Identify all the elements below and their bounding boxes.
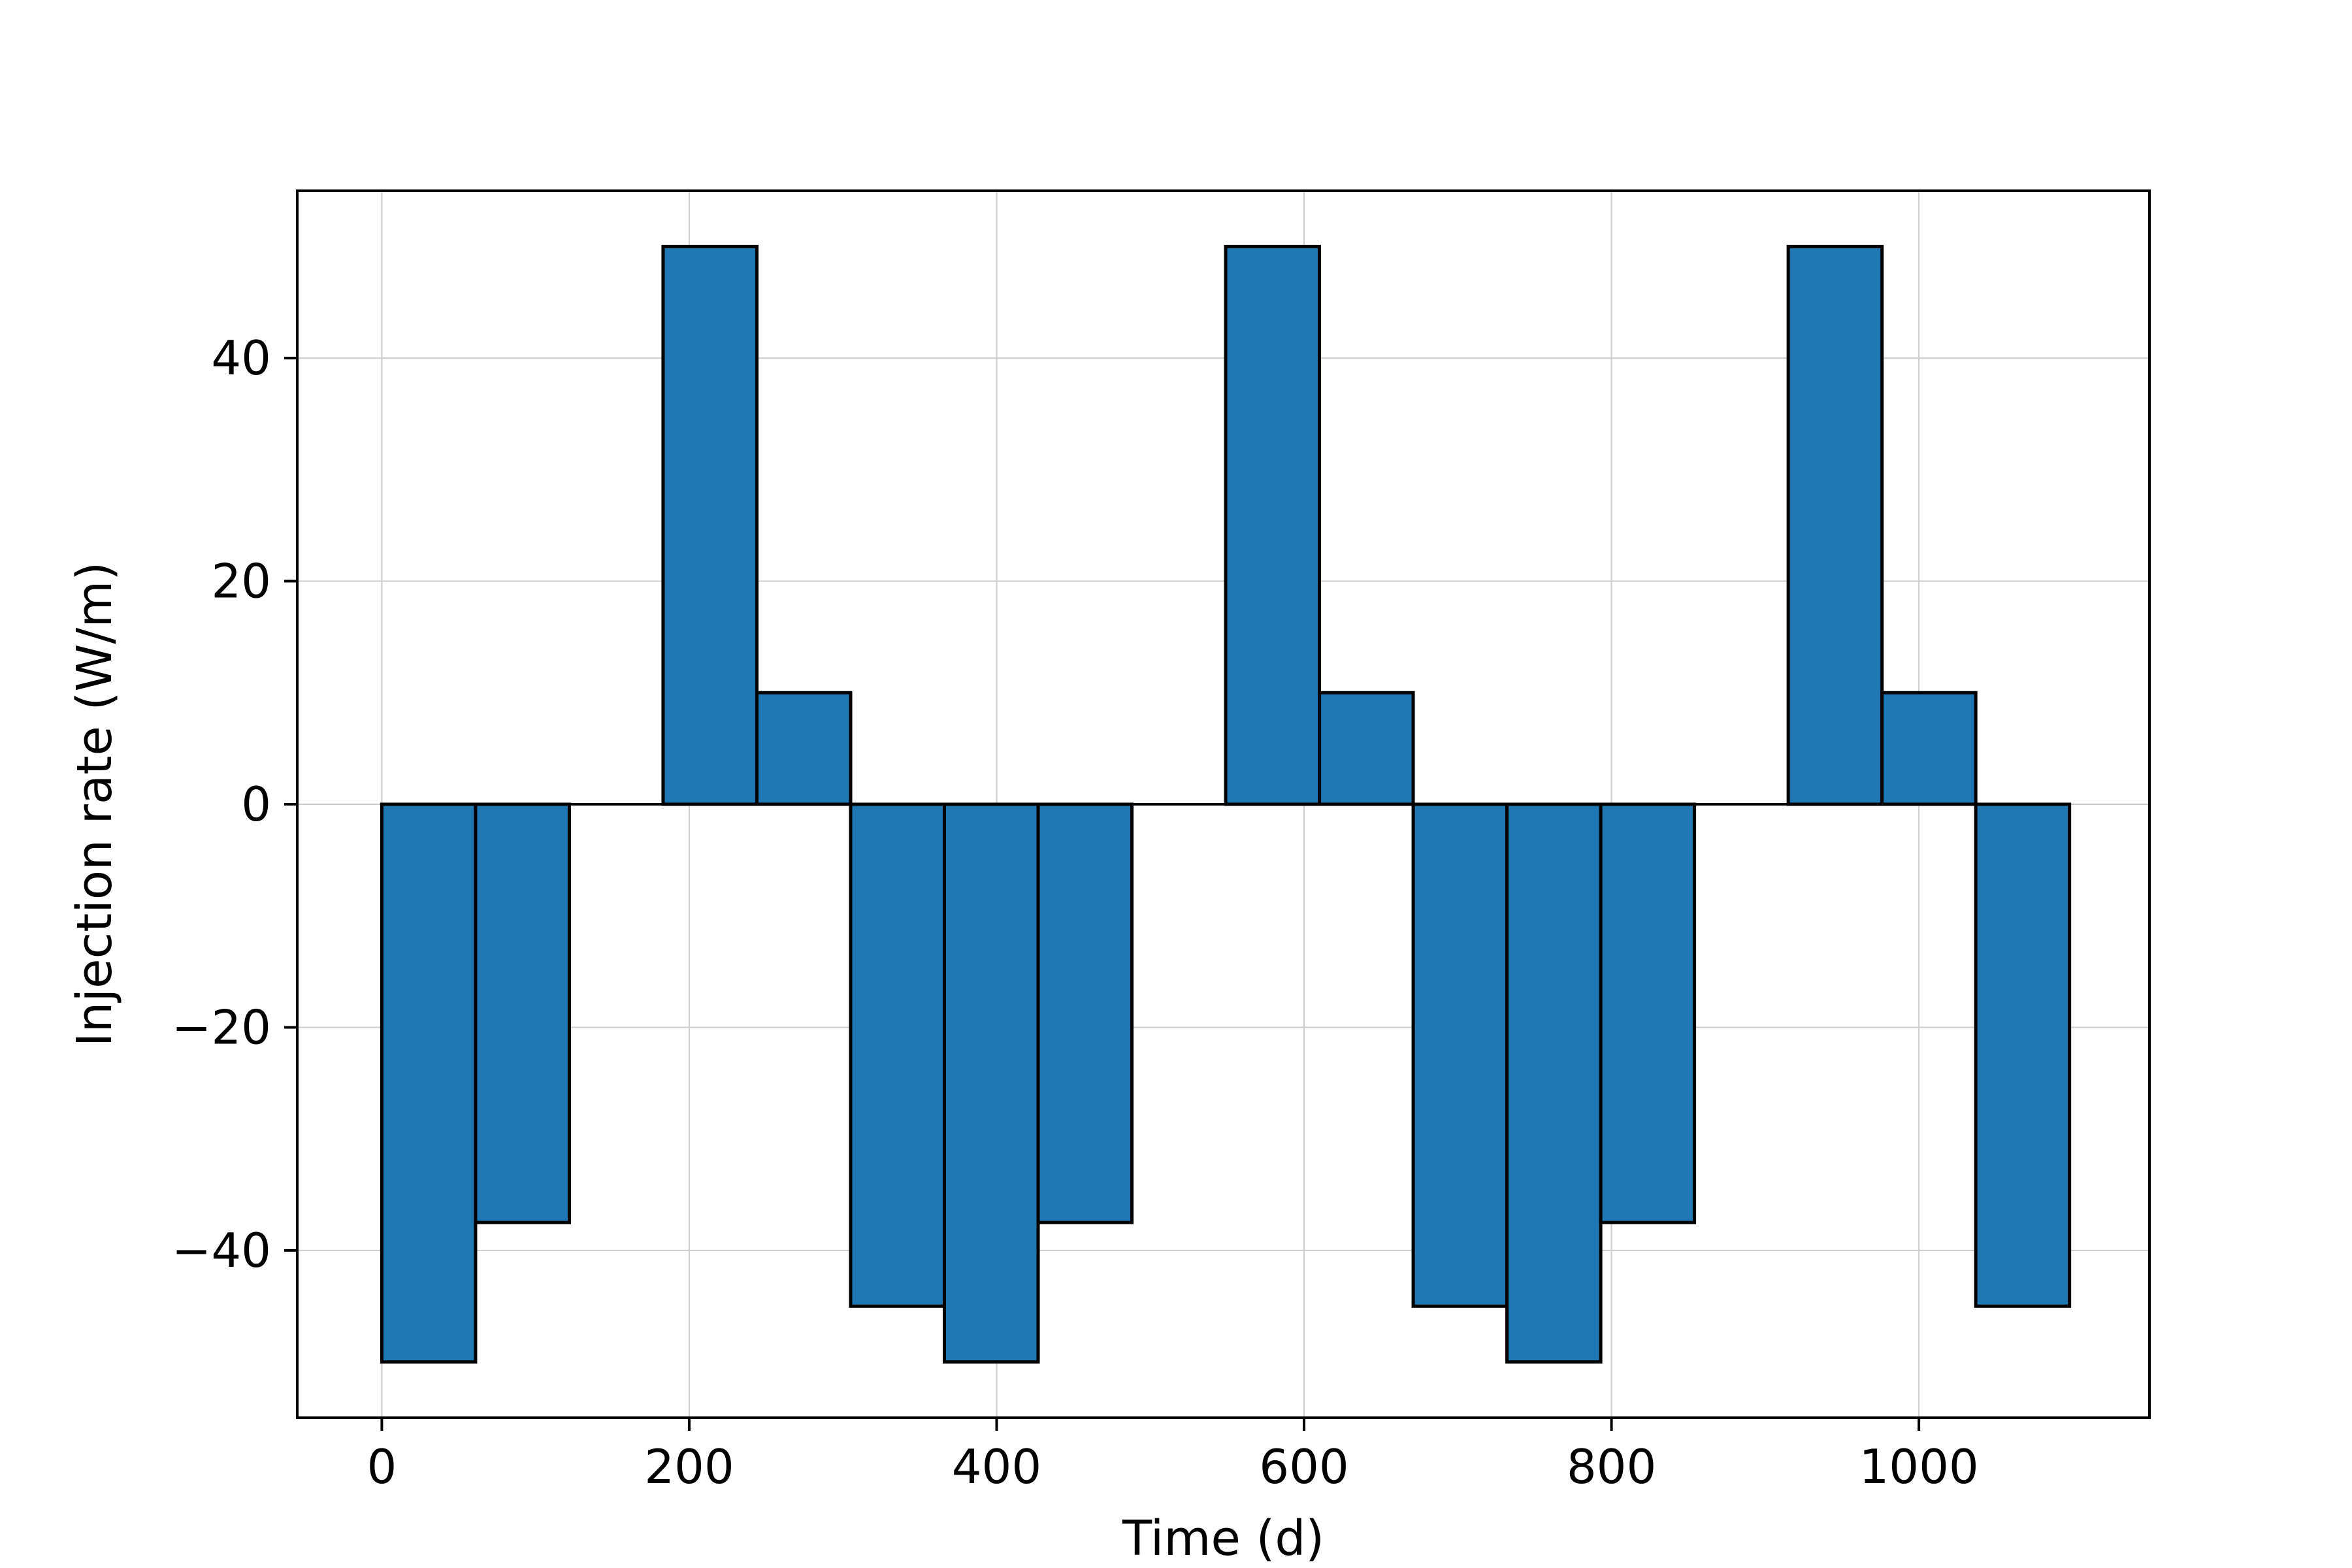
bar	[1505, 802, 1603, 1364]
x-tick-label: 600	[1259, 1439, 1348, 1494]
y-tick-label: 40	[211, 331, 271, 385]
y-tick-label: 20	[211, 554, 271, 609]
bar	[380, 802, 478, 1364]
y-axis-title: Injection rate (W/m)	[67, 562, 123, 1047]
bar	[1599, 802, 1697, 1224]
y-axis: −40 −20 0 20 40	[172, 331, 297, 1278]
bar	[1974, 802, 2072, 1308]
x-tick-label: 200	[644, 1439, 734, 1494]
y-tick-label: 0	[241, 777, 271, 832]
bar	[474, 802, 571, 1224]
x-axis: 0 200 400 600 800 1000	[367, 1418, 1979, 1494]
bar	[1224, 244, 1322, 806]
x-tick-label: 1000	[1859, 1439, 1978, 1494]
x-tick-label: 800	[1567, 1439, 1656, 1494]
bar	[661, 244, 759, 806]
bar	[1036, 802, 1134, 1224]
bars	[380, 244, 2072, 1364]
bar	[1786, 244, 1884, 806]
y-tick-label: −40	[172, 1223, 271, 1278]
x-tick-label: 0	[367, 1439, 397, 1494]
y-tick-label: −20	[172, 1000, 271, 1054]
bar	[755, 691, 853, 806]
bar	[942, 802, 1040, 1364]
bar	[1411, 802, 1509, 1308]
x-tick-label: 400	[952, 1439, 1041, 1494]
x-axis-title: Time (d)	[1122, 1511, 1324, 1567]
bar	[849, 802, 946, 1308]
bar	[1318, 691, 1415, 806]
bar	[1880, 691, 1978, 806]
